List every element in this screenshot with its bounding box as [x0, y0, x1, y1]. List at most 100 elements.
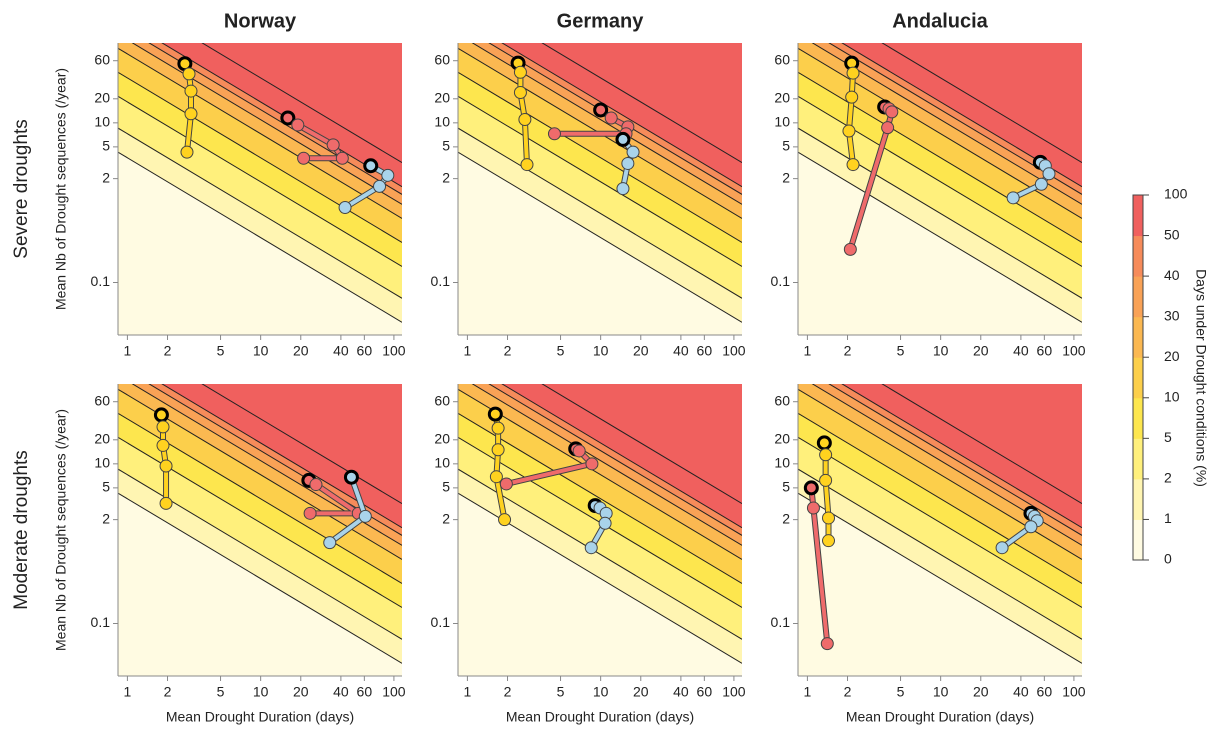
contour-line — [458, 151, 742, 323]
y-tick-label: 10 — [94, 114, 110, 130]
contour-line — [881, 43, 1082, 164]
point — [513, 65, 527, 79]
x-tick-label: 10 — [593, 684, 609, 700]
y-tick-label: 10 — [434, 114, 450, 130]
start-point — [803, 480, 819, 496]
series — [323, 469, 372, 550]
x-tick-label: 100 — [722, 684, 746, 700]
point — [843, 242, 857, 256]
x-tick-label: 10 — [253, 684, 269, 700]
x-tick-label: 40 — [333, 343, 349, 359]
point — [995, 541, 1009, 555]
y-tick-label: 60 — [94, 392, 110, 408]
contour-line — [881, 384, 1082, 505]
y-tick-label: 60 — [774, 51, 790, 67]
y-tick-label: 2 — [782, 510, 790, 526]
series — [547, 102, 635, 141]
colorbar-band — [1133, 357, 1143, 399]
column-title: Norway — [224, 10, 297, 32]
contour-line — [458, 127, 742, 299]
contour-line — [458, 412, 742, 584]
point — [309, 478, 323, 492]
point — [1042, 167, 1056, 181]
point — [572, 444, 586, 458]
contour-line — [118, 492, 402, 664]
contour-line — [841, 384, 1082, 529]
x-tick-label: 60 — [697, 684, 713, 700]
x-tick-label: 20 — [633, 684, 649, 700]
point — [335, 151, 349, 165]
y-tick-label: 20 — [434, 90, 450, 106]
contour-line — [798, 492, 1082, 664]
x-tick-label: 10 — [593, 343, 609, 359]
panel: 0.1 2 5 10 20 60 1 2 5 10 20 40 60 100 — [91, 43, 406, 359]
x-tick-label: 2 — [504, 343, 512, 359]
x-tick-label: 2 — [844, 684, 852, 700]
x-tick-label: 5 — [557, 343, 565, 359]
point — [819, 473, 833, 487]
y-tick-label: 0.1 — [431, 614, 451, 630]
point — [156, 438, 170, 452]
series — [615, 131, 640, 196]
x-axis-label: Mean Drought Duration (days) — [846, 709, 1034, 725]
contour-line — [488, 384, 742, 536]
contour-line — [131, 43, 402, 205]
contour-line — [798, 436, 1082, 608]
y-tick-label: 0.1 — [431, 273, 451, 289]
panel: 0.1 2 5 10 20 60 1 2 5 10 20 40 60 100 — [91, 384, 406, 700]
point — [297, 151, 311, 165]
contour-line — [798, 468, 1082, 640]
point — [547, 127, 561, 141]
contour-line — [161, 43, 402, 188]
series — [499, 441, 599, 491]
point — [822, 511, 836, 525]
point — [326, 138, 340, 152]
x-tick-label: 60 — [357, 684, 373, 700]
contour-line — [541, 384, 742, 505]
point — [518, 113, 532, 127]
contour-line — [148, 384, 402, 536]
y-tick-label: 5 — [442, 479, 450, 495]
x-tick-label: 60 — [357, 343, 373, 359]
colorbar-label: Days under Drought conditions (%) — [1193, 269, 1209, 487]
point — [842, 124, 856, 138]
contour-line — [458, 71, 742, 243]
start-point — [593, 102, 609, 118]
x-tick-label: 40 — [333, 684, 349, 700]
y-tick-label: 5 — [782, 479, 790, 495]
y-tick-label: 10 — [774, 114, 790, 130]
y-tick-label: 2 — [782, 169, 790, 185]
point — [499, 477, 513, 491]
x-axis-label: Mean Drought Duration (days) — [506, 709, 694, 725]
contour-background — [798, 43, 1082, 335]
colorbar-band — [1133, 195, 1143, 237]
point — [159, 496, 173, 510]
x-tick-label: 5 — [897, 343, 905, 359]
y-tick-label: 60 — [434, 51, 450, 67]
column-title: Germany — [557, 10, 645, 32]
point — [820, 637, 834, 651]
point — [806, 501, 820, 515]
panel: 0.1 2 5 10 20 60 1 2 5 10 20 40 60 100 — [771, 43, 1086, 359]
y-tick-label: 20 — [774, 90, 790, 106]
y-tick-label: 2 — [102, 510, 110, 526]
point — [598, 516, 612, 530]
contour-line — [471, 43, 742, 205]
point — [323, 536, 337, 550]
series — [803, 480, 834, 651]
colorbar-tick-label: 30 — [1164, 307, 1180, 323]
contour-background — [458, 43, 742, 335]
band — [542, 43, 742, 163]
start-point — [153, 407, 169, 423]
y-axis-label: Mean Nb of Drought sequences (/year) — [53, 409, 69, 651]
y-tick-label: 20 — [434, 431, 450, 447]
colorbar-band — [1133, 478, 1143, 520]
point — [489, 470, 503, 484]
series — [1006, 154, 1056, 205]
colorbar-tick-label: 0 — [1164, 551, 1172, 567]
y-tick-label: 2 — [102, 169, 110, 185]
point — [845, 90, 859, 104]
contour-line — [798, 412, 1082, 584]
x-tick-label: 40 — [673, 684, 689, 700]
y-tick-label: 60 — [94, 51, 110, 67]
